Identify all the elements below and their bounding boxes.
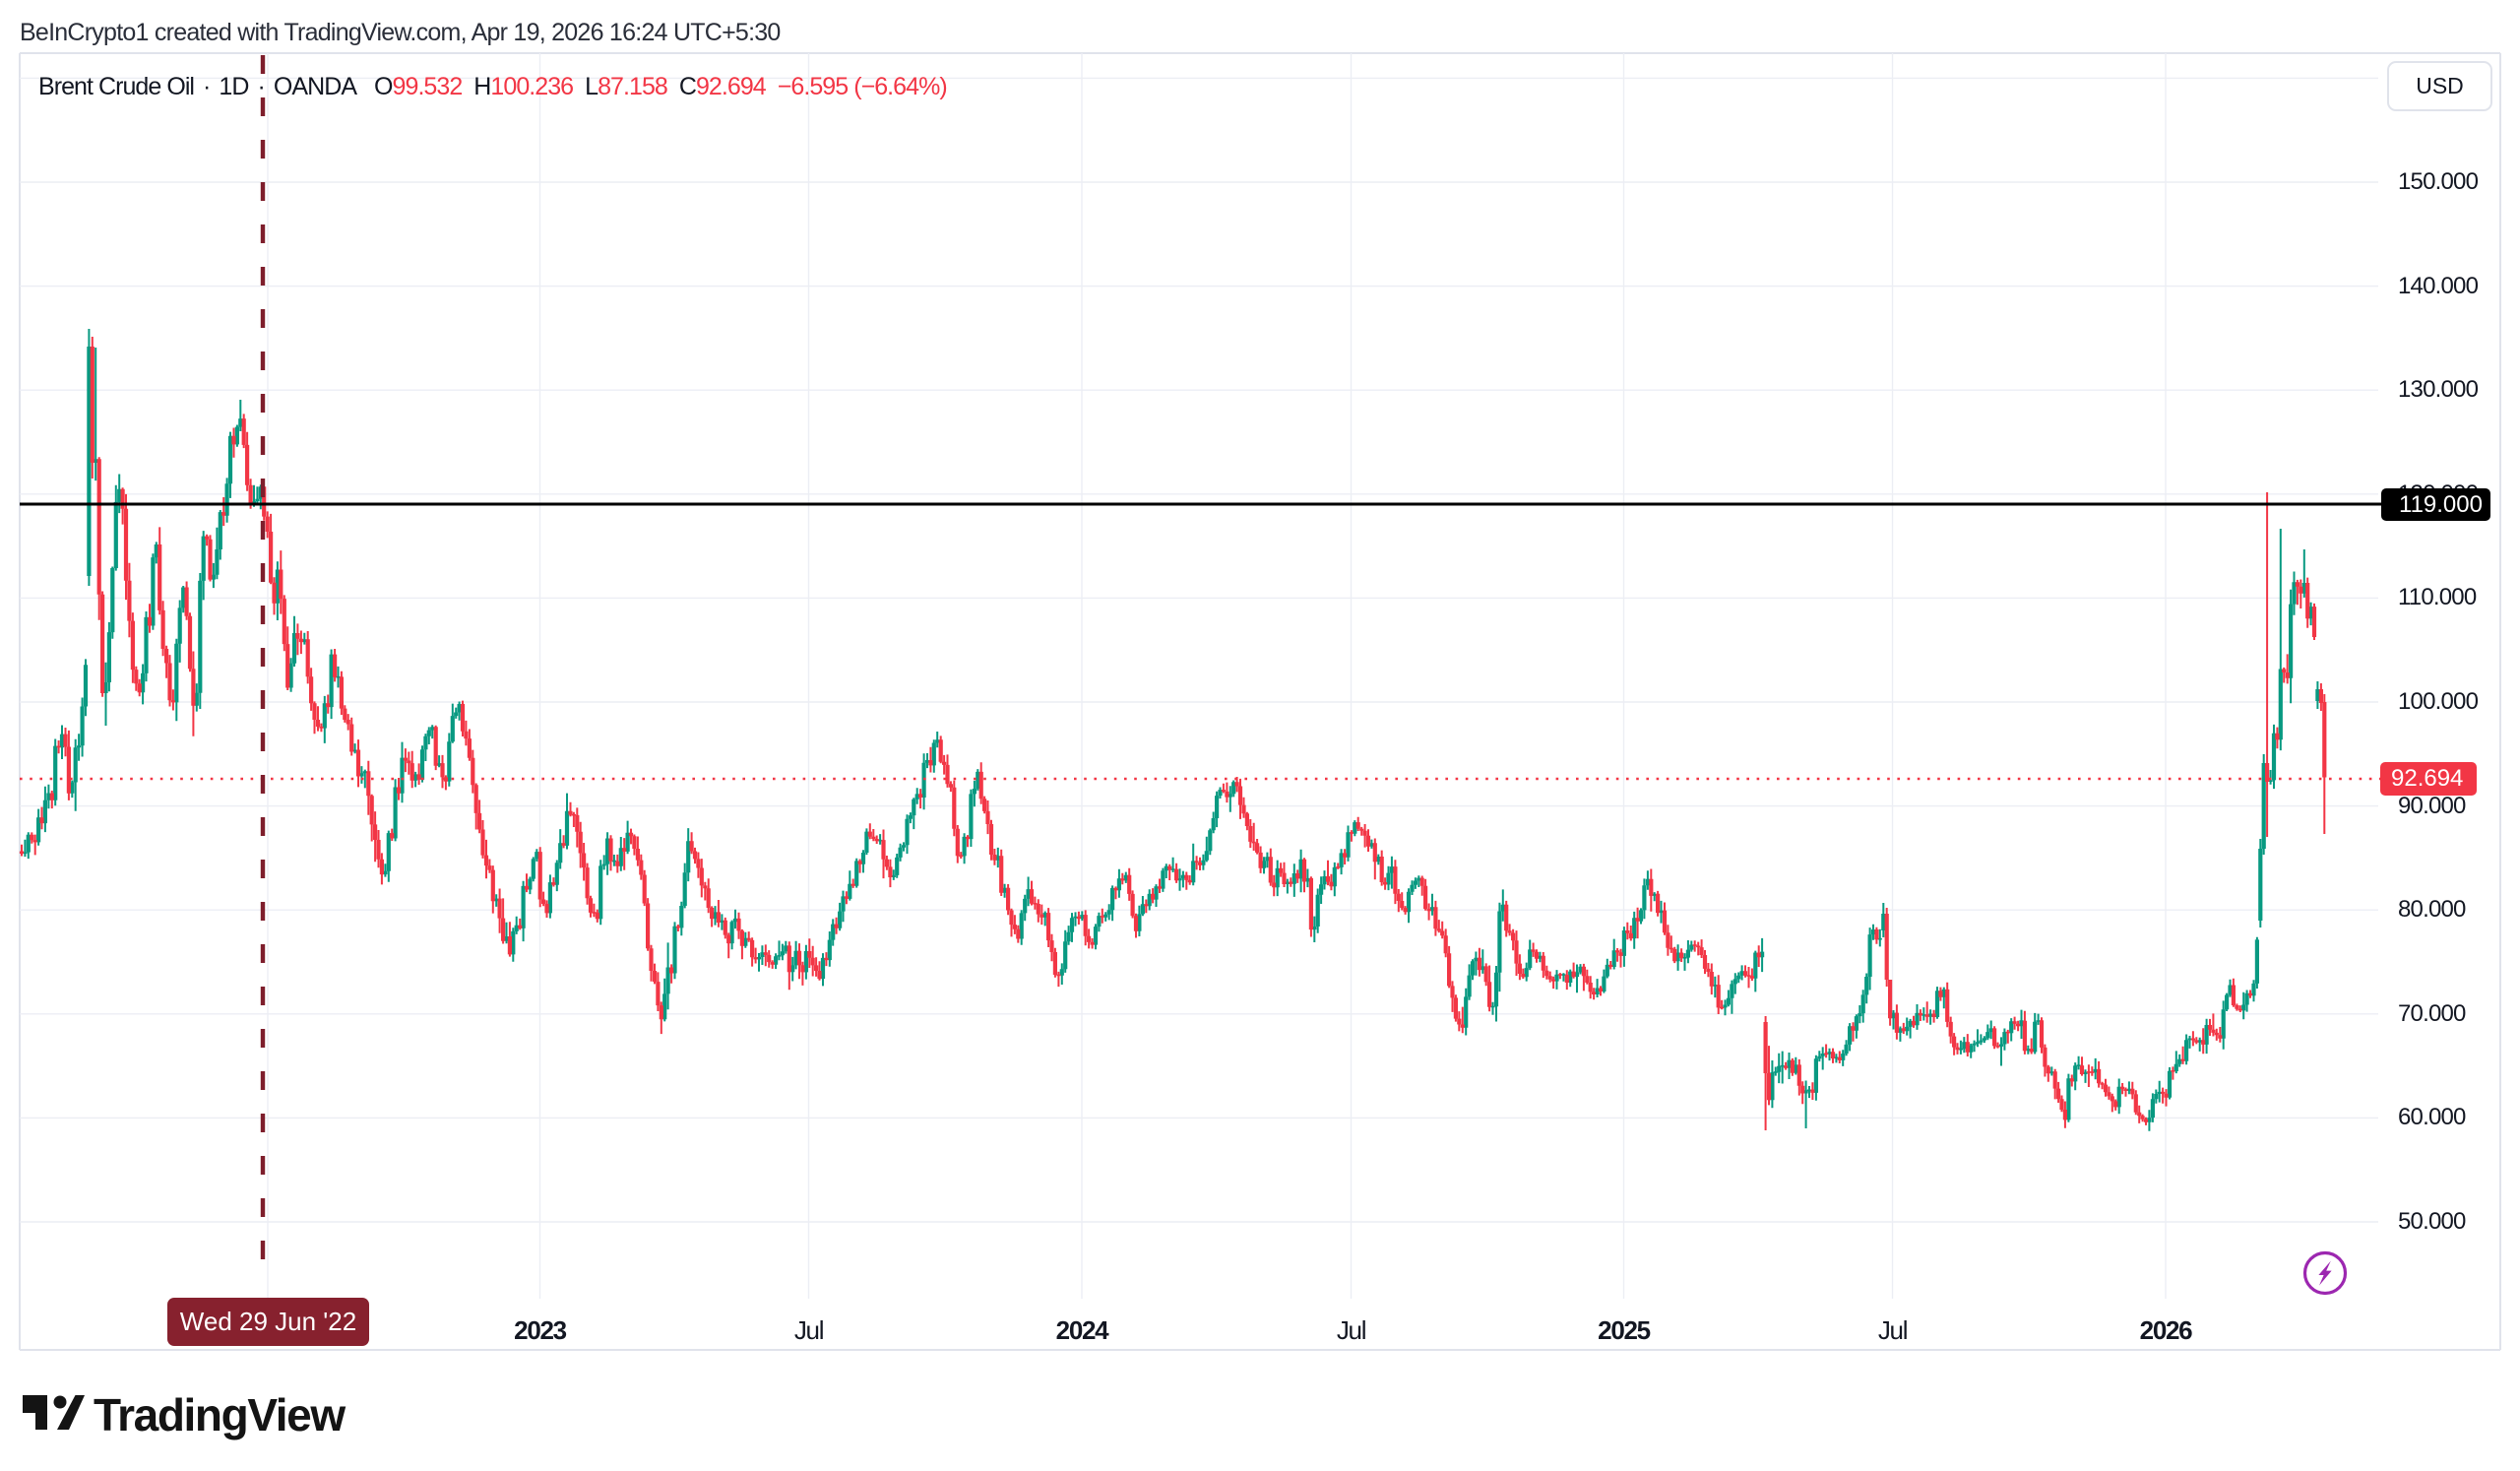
svg-text:TradingView: TradingView bbox=[94, 1390, 346, 1440]
